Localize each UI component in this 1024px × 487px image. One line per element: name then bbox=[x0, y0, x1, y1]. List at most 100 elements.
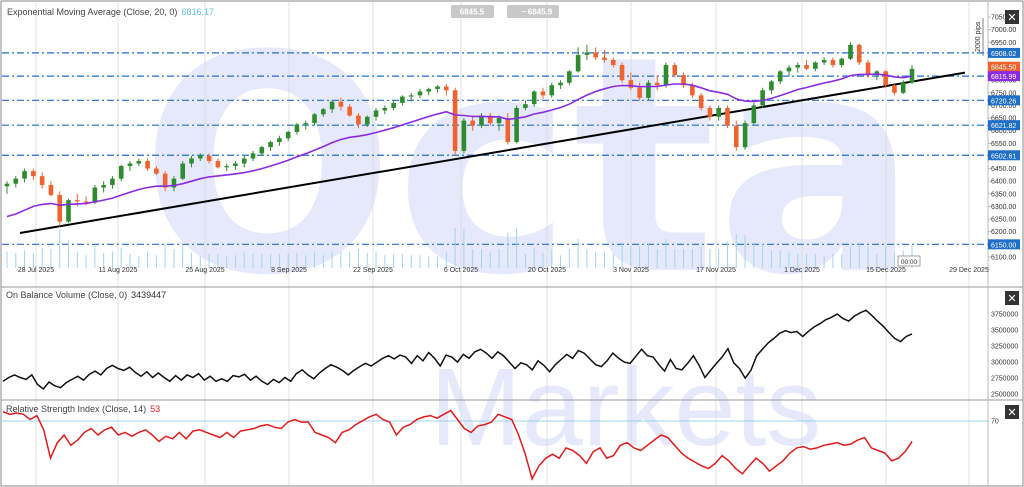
level-tag-bg bbox=[988, 120, 1020, 131]
bull-candle bbox=[567, 71, 572, 83]
bull-candle bbox=[92, 187, 98, 203]
bear-candle bbox=[215, 160, 221, 168]
current-price-tag-bg bbox=[988, 61, 1020, 72]
rsi-close-button[interactable]: ✕ bbox=[1005, 405, 1019, 419]
bull-candle bbox=[558, 82, 563, 86]
x-tick-label: 15 Dec 2025 bbox=[866, 267, 906, 274]
bear-candle bbox=[356, 115, 361, 125]
bull-candle bbox=[496, 118, 502, 124]
main-close-button[interactable]: ✕ bbox=[1005, 10, 1019, 24]
bull-candle bbox=[22, 171, 27, 179]
level-tag-bg bbox=[988, 239, 1020, 250]
bull-candle bbox=[821, 59, 827, 63]
obv-close-button[interactable]: ✕ bbox=[1005, 291, 1019, 305]
current-price-tag: 6845.50 bbox=[991, 65, 1016, 72]
bull-candle bbox=[848, 44, 853, 59]
time-readout-bg[interactable] bbox=[897, 255, 921, 267]
bull-candle bbox=[900, 82, 906, 93]
bear-candle bbox=[74, 200, 80, 202]
bull-candle bbox=[198, 155, 203, 159]
bear-candle bbox=[145, 160, 150, 169]
bear-candle bbox=[707, 107, 713, 117]
bear-candle bbox=[681, 75, 686, 86]
obv-indicator-label: On Balance Volume (Close, 0) 3439447 bbox=[6, 290, 166, 300]
bull-candle bbox=[259, 147, 265, 154]
bear-candle bbox=[637, 87, 642, 98]
ema-value-tag-bg bbox=[988, 71, 1020, 82]
bear-candle bbox=[654, 82, 660, 86]
bear-candle bbox=[83, 201, 89, 203]
bull-candle bbox=[127, 163, 133, 167]
bull-candle bbox=[4, 183, 10, 187]
bear-candle bbox=[619, 65, 625, 81]
obv-tick-label: 3000000 bbox=[991, 360, 1018, 367]
obv-line bbox=[2, 309, 913, 391]
bear-candle bbox=[672, 65, 678, 76]
rsi-indicator-name: Relative Strength Index (Close, 14) bbox=[6, 404, 146, 414]
rsi-close-bg[interactable] bbox=[1005, 405, 1019, 419]
volume-bars bbox=[6, 228, 913, 268]
y-tick-label: 6400.00 bbox=[991, 179, 1016, 186]
trendline-segment bbox=[19, 71, 966, 234]
bear-candle bbox=[602, 57, 607, 60]
x-tick-label: 1 Dec 2025 bbox=[784, 267, 820, 274]
bear-candle bbox=[610, 59, 616, 66]
level-tag: 6621.82 bbox=[991, 123, 1016, 130]
ask-box-bg[interactable] bbox=[507, 5, 559, 18]
bull-candle bbox=[523, 104, 528, 108]
main-close-bg[interactable] bbox=[1005, 10, 1019, 24]
y-tick-label: 6600.00 bbox=[991, 128, 1016, 135]
y-tick-label: 6700.00 bbox=[991, 103, 1016, 110]
main-indicator-value: 6816.17 bbox=[181, 7, 214, 17]
y-tick-label: 6300.00 bbox=[991, 204, 1016, 211]
bull-candle bbox=[13, 178, 19, 184]
rsi-axis: 70 bbox=[991, 419, 999, 426]
bull-candle bbox=[716, 107, 721, 117]
bear-candle bbox=[628, 80, 634, 88]
obv-polyline bbox=[2, 309, 913, 391]
bear-candle bbox=[865, 62, 871, 76]
bull-candle bbox=[786, 67, 792, 72]
obv-tick-label: 3500000 bbox=[991, 328, 1018, 335]
ask-value: 6845.9 bbox=[528, 8, 553, 17]
ema-value-tag: 6815.99 bbox=[991, 74, 1016, 81]
time-axis[interactable]: 28 Jul 2025 11 Aug 2025 25 Aug 2025 8 Sep 2… bbox=[18, 267, 989, 274]
bull-candle bbox=[646, 82, 651, 98]
bull-candle bbox=[584, 52, 590, 55]
rsi-indicator-value: 53 bbox=[150, 404, 160, 414]
y-tick-label: 6350.00 bbox=[991, 191, 1016, 198]
x-tick-label: 6 Oct 2025 bbox=[444, 267, 478, 274]
bull-candle bbox=[751, 105, 757, 124]
obv-tick-label: 2500000 bbox=[991, 392, 1018, 399]
bear-candle bbox=[725, 107, 730, 126]
bear-candle bbox=[804, 65, 809, 69]
obv-indicator-value: 3439447 bbox=[131, 290, 166, 300]
bull-candle bbox=[241, 158, 247, 164]
bid-box[interactable]: 6845.5 bbox=[451, 5, 494, 18]
bull-candle bbox=[294, 124, 300, 132]
level-tag-bg bbox=[988, 95, 1020, 106]
time-readout-value: 00:00 bbox=[901, 259, 918, 266]
bull-candle bbox=[909, 68, 915, 83]
bear-candle bbox=[162, 173, 168, 188]
main-indicator-name: Exponential Moving Average (Close, 20, 0… bbox=[7, 7, 177, 17]
y-tick-label: 6200.00 bbox=[991, 229, 1016, 236]
ask-box[interactable]: − 6845.9 bbox=[507, 5, 559, 18]
bid-box-bg[interactable] bbox=[451, 5, 494, 18]
bull-candle bbox=[479, 115, 484, 126]
bear-candle bbox=[338, 101, 344, 107]
bull-candle bbox=[874, 71, 880, 76]
bull-candle bbox=[514, 107, 519, 143]
watermark-text: Markets bbox=[430, 346, 821, 469]
obv-tick-label: 2750000 bbox=[991, 376, 1018, 383]
bear-candle bbox=[31, 171, 36, 177]
bull-candle bbox=[373, 110, 379, 117]
bear-candle bbox=[540, 91, 546, 96]
time-readout-box[interactable]: 00:00 bbox=[897, 255, 921, 267]
obv-close-bg[interactable] bbox=[1005, 291, 1019, 305]
price-tags: 6908.02 6720.26 6621.82 6502.61 6150.00 6845.… bbox=[988, 47, 1020, 250]
bull-candle bbox=[760, 90, 765, 106]
bull-candle bbox=[136, 160, 142, 164]
